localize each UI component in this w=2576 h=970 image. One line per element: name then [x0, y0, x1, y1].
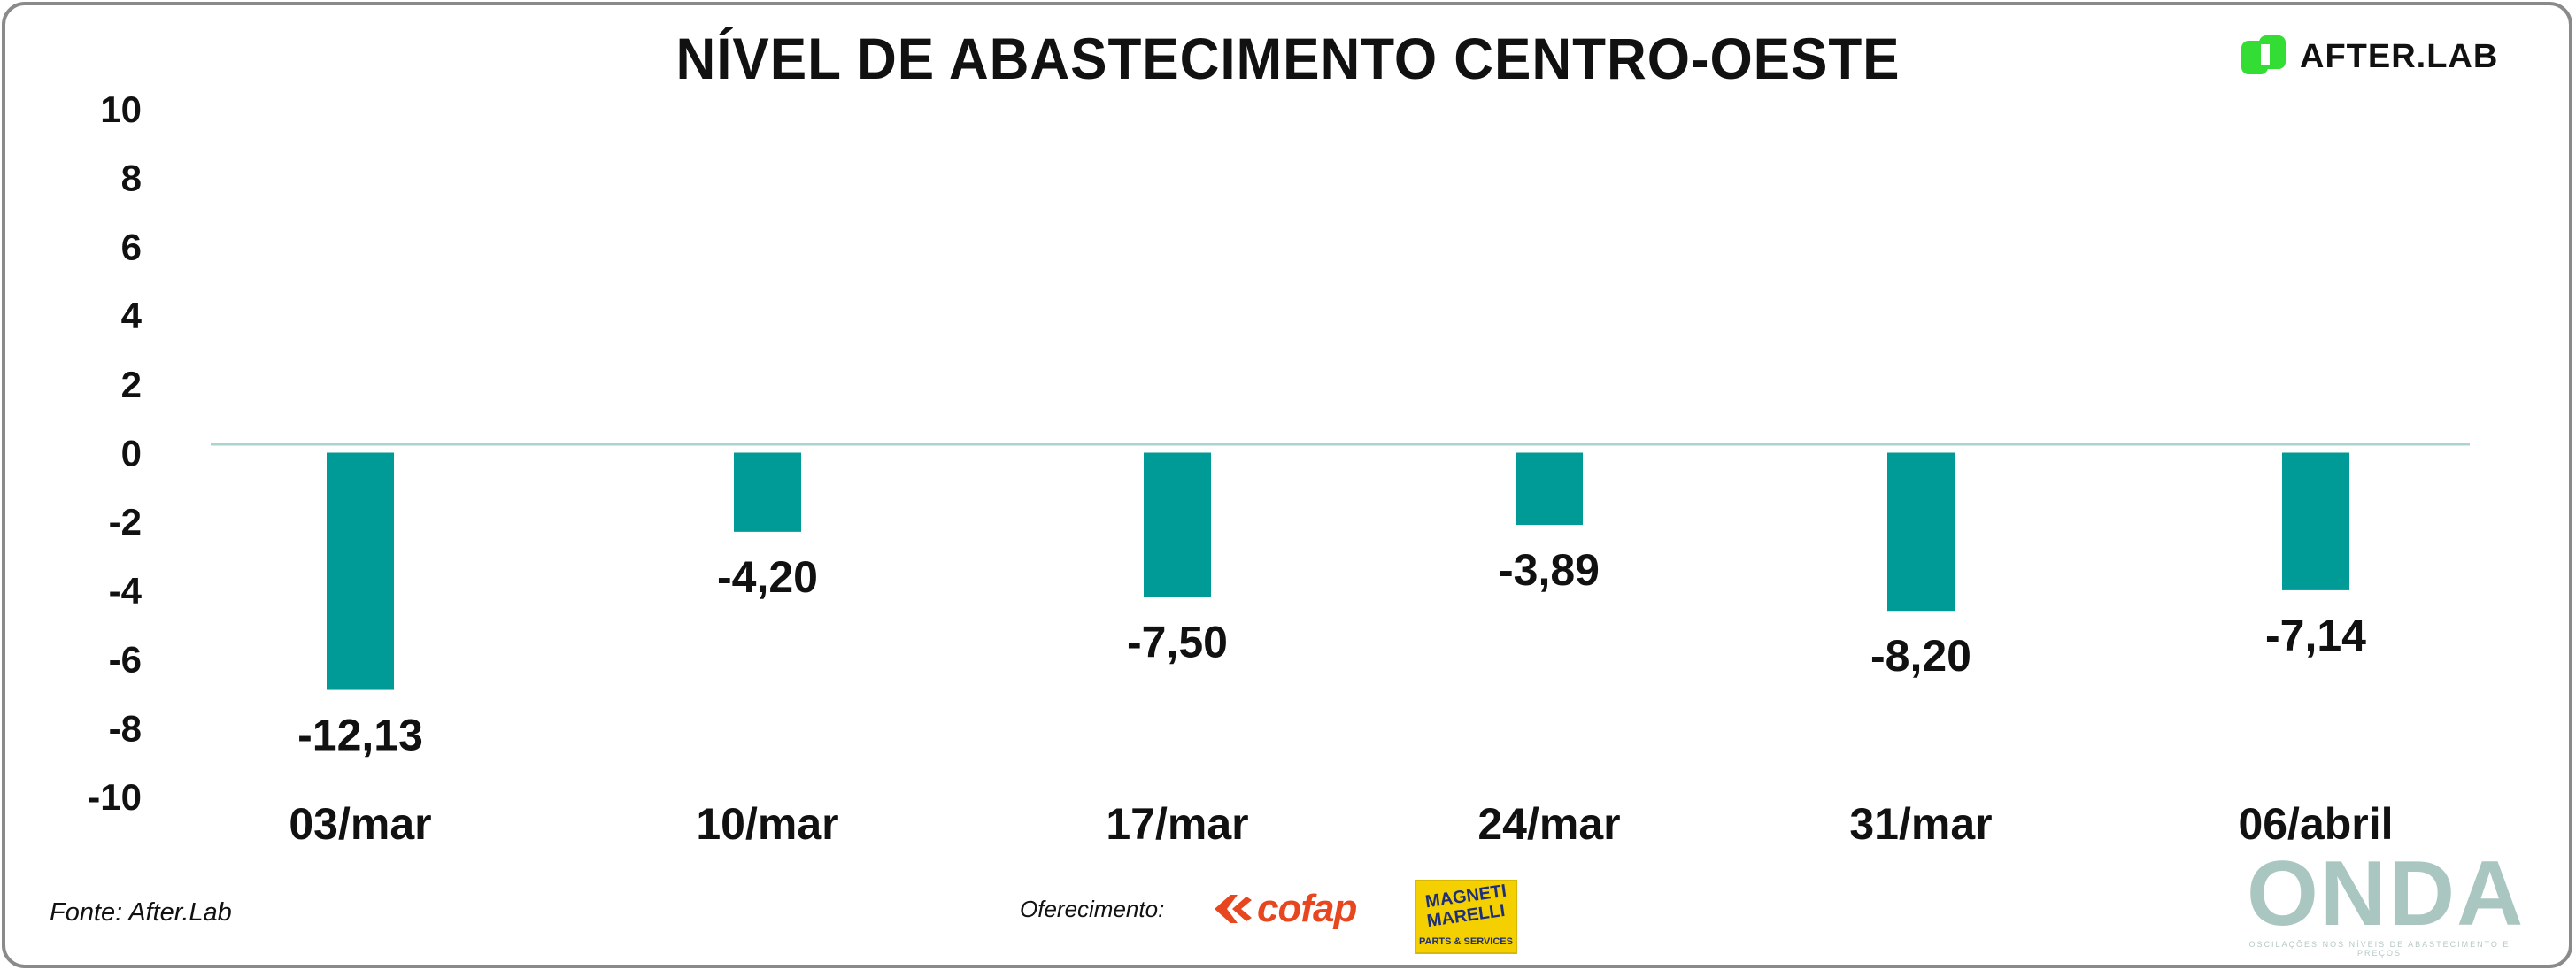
x-tick-label: 06/abril: [2238, 799, 2393, 849]
y-tick-label: -4: [109, 570, 143, 612]
data-label: -7,50: [1127, 618, 1228, 667]
cofap-logo-text: cofap: [1257, 887, 1357, 930]
bar: [327, 452, 394, 690]
afterlab-logo: AFTER.LAB: [2240, 32, 2498, 81]
bars: [327, 452, 2349, 690]
y-tick-label: 10: [100, 89, 142, 130]
source-note: Fonte: After.Lab: [50, 898, 232, 927]
bar: [2282, 452, 2349, 590]
onda-logo-text: ONDA: [2247, 843, 2526, 945]
y-tick-label: 2: [121, 364, 142, 405]
y-tick-label: 8: [121, 158, 142, 199]
y-axis-ticks: 10 8 6 4 2 0 -2 -4 -6 -8 -10: [88, 89, 142, 818]
y-tick-label: 0: [121, 433, 142, 474]
data-label: -4,20: [717, 552, 818, 602]
y-tick-label: -2: [109, 501, 142, 543]
y-tick-label: 4: [121, 295, 143, 336]
x-tick-label: 31/mar: [1849, 799, 1992, 849]
x-tick-label: 24/mar: [1477, 799, 1620, 849]
data-label: -7,14: [2265, 611, 2366, 660]
bar: [1144, 452, 1211, 597]
data-label: -8,20: [1870, 631, 1971, 681]
cofap-logo: cofap: [1211, 887, 1357, 931]
magneti-logo-sub: PARTS & SERVICES: [1419, 936, 1513, 947]
y-tick-label: -6: [109, 639, 142, 681]
bar: [1516, 452, 1583, 526]
data-labels: -12,13 -4,20 -7,50 -3,89 -8,20 -7,14: [297, 545, 2366, 759]
cofap-x-icon: [1215, 895, 1252, 923]
sponsor-label: Oferecimento:: [1020, 896, 1165, 922]
y-tick-label: -10: [88, 776, 142, 818]
y-tick-label: -8: [109, 707, 142, 749]
onda-logo: ONDA OSCILAÇÕES NOS NÍVEIS DE ABASTECIME…: [2247, 843, 2526, 958]
x-tick-label: 17/mar: [1106, 799, 1248, 849]
onda-logo-tagline: OSCILAÇÕES NOS NÍVEIS DE ABASTECIMENTO E…: [2248, 940, 2510, 958]
data-label: -12,13: [297, 711, 423, 760]
bar: [734, 452, 801, 532]
magneti-marelli-logo: MAGNETI MARELLI PARTS & SERVICES: [1415, 880, 1517, 954]
x-tick-label: 10/mar: [696, 799, 838, 849]
bar: [1887, 452, 1955, 612]
afterlab-logo-icon: [2241, 35, 2286, 74]
x-axis-ticks: 03/mar 10/mar 17/mar 24/mar 31/mar 06/abril: [289, 799, 2393, 849]
y-tick-label: 6: [121, 226, 142, 267]
chart-title: NÍVEL DE ABASTECIMENTO CENTRO-OESTE: [675, 26, 1901, 91]
data-label: -3,89: [1499, 545, 1600, 595]
x-tick-label: 03/mar: [289, 799, 431, 849]
afterlab-logo-text: AFTER.LAB: [2300, 37, 2499, 75]
